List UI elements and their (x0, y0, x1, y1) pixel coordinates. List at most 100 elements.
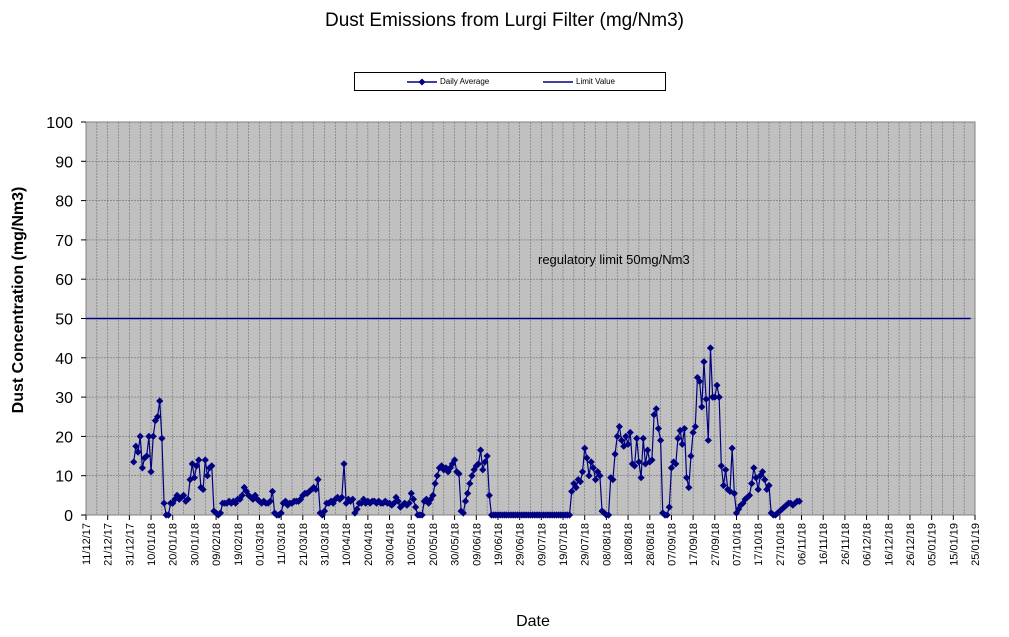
data-point (789, 501, 797, 509)
x-tick-label: 26/11/18 (840, 523, 852, 565)
data-point (409, 495, 418, 503)
data-point (362, 499, 370, 507)
data-point (624, 440, 632, 448)
data-point (787, 499, 795, 507)
x-tick-label: 07/09/18 (666, 523, 678, 566)
data-point (459, 509, 467, 517)
y-tick-label: 50 (55, 312, 73, 329)
data-point (208, 462, 216, 470)
data-point (320, 507, 329, 515)
chart-title: Dust Emissions from Lurgi Filter (mg/Nm3… (325, 10, 684, 31)
data-point (268, 487, 277, 496)
data-point (702, 395, 710, 403)
data-point (372, 499, 381, 507)
data-point (349, 495, 357, 503)
data-point (622, 432, 630, 440)
data-point (451, 456, 459, 464)
data-point (670, 458, 678, 466)
data-point (685, 483, 693, 492)
data-point (719, 481, 728, 490)
x-tick-label: 10/05/18 (406, 523, 418, 566)
data-point (464, 489, 472, 497)
data-point (568, 487, 576, 496)
data-point (637, 474, 645, 482)
data-point (474, 460, 483, 468)
x-tick-label: 21/12/17 (103, 523, 115, 566)
data-point (316, 509, 324, 517)
data-point (359, 495, 368, 503)
data-point (665, 503, 673, 511)
data-point (325, 499, 333, 507)
data-point (680, 424, 689, 433)
data-point (628, 460, 637, 468)
data-point (130, 458, 138, 466)
x-tick-label: 31/12/17 (124, 523, 136, 566)
y-tick-label: 0 (64, 508, 73, 525)
x-tick-label: 20/04/18 (363, 523, 375, 566)
data-point (704, 436, 712, 444)
data-point (212, 509, 220, 517)
data-point (745, 491, 754, 499)
data-point (754, 485, 762, 494)
data-point (639, 434, 647, 442)
y-tick-label: 10 (55, 469, 73, 486)
data-point (403, 501, 411, 509)
data-point (656, 436, 665, 444)
data-point (192, 462, 201, 470)
data-point (401, 499, 409, 507)
data-point (780, 503, 788, 511)
data-point (687, 452, 695, 460)
x-tick-label: 06/11/18 (797, 523, 809, 565)
data-point (160, 499, 168, 507)
data-point (717, 462, 725, 470)
data-point (394, 497, 402, 505)
data-point (223, 499, 231, 507)
data-point (570, 479, 578, 488)
data-point (576, 477, 584, 486)
data-point (715, 393, 723, 401)
data-point (630, 462, 639, 470)
data-point (277, 509, 285, 517)
data-point (149, 432, 157, 440)
data-point (266, 497, 274, 505)
data-point (284, 501, 292, 509)
data-point (578, 468, 587, 476)
x-tick-label: 11/12/17 (81, 523, 93, 565)
data-point (739, 499, 747, 507)
data-point (418, 511, 426, 519)
x-tick-label: 30/01/18 (189, 523, 201, 566)
y-tick-label: 30 (55, 390, 73, 407)
data-point (676, 426, 684, 435)
data-point (158, 434, 166, 442)
x-tick-label: 11/03/18 (276, 523, 288, 565)
data-point (735, 505, 743, 513)
data-point (405, 499, 413, 507)
data-point (477, 446, 485, 454)
x-tick-label: 10/01/18 (146, 523, 158, 566)
x-tick-label: 09/02/18 (211, 523, 223, 566)
data-point (700, 358, 708, 366)
data-point (331, 495, 339, 503)
data-point (585, 472, 593, 480)
data-point (297, 495, 305, 503)
data-point (611, 450, 619, 458)
data-point (288, 499, 296, 507)
data-point (696, 377, 704, 385)
data-point (175, 495, 183, 503)
data-point (572, 483, 580, 492)
x-tick-label: 30/04/18 (385, 523, 397, 566)
data-point (756, 472, 764, 480)
data-point (236, 495, 244, 503)
data-point (663, 511, 671, 519)
data-point (643, 446, 652, 454)
data-point (722, 466, 730, 474)
data-point (429, 491, 437, 499)
data-point (728, 444, 736, 452)
data-point (479, 466, 487, 474)
data-point (678, 440, 686, 448)
x-tick-label: 15/01/19 (948, 523, 960, 566)
data-point (672, 460, 680, 468)
data-point (782, 501, 790, 509)
data-point (340, 460, 348, 468)
